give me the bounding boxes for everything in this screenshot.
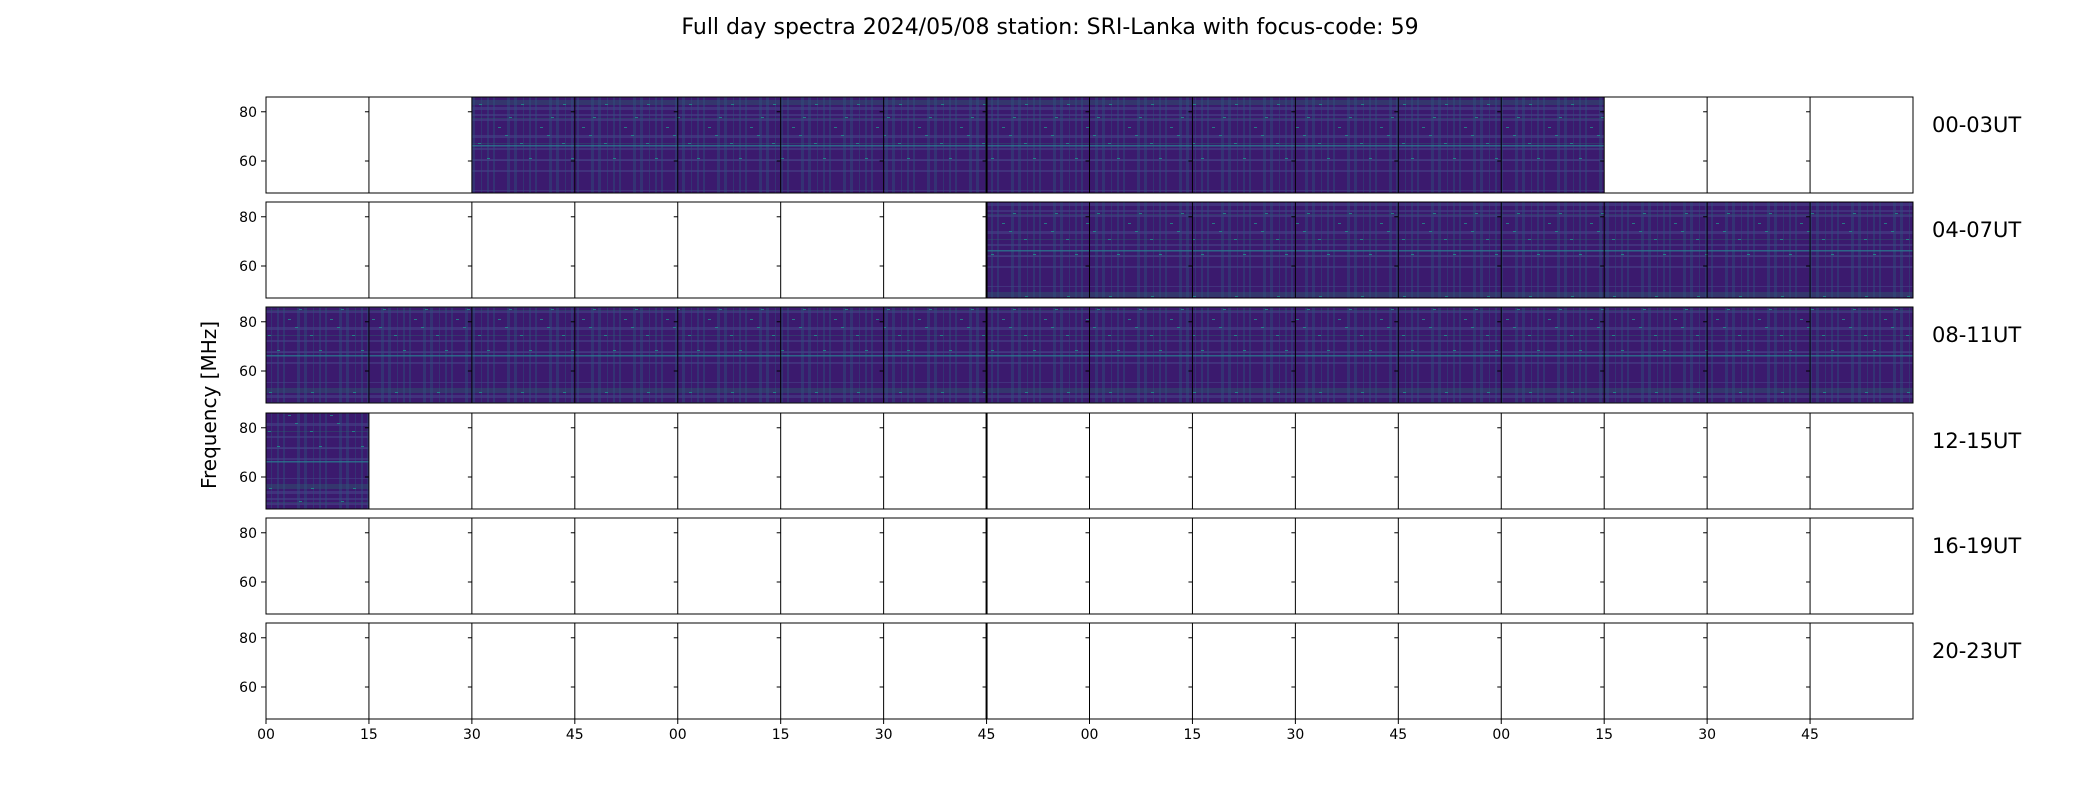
xtick-label: 45 <box>1389 727 1407 743</box>
spectral-band <box>1501 145 1605 147</box>
spectral-band <box>677 145 781 147</box>
xtick-label: 00 <box>1081 727 1099 743</box>
spectral-band <box>1707 250 1811 252</box>
spectral-band <box>986 145 1090 147</box>
spectral-band <box>1192 145 1296 147</box>
spectral-band <box>986 250 1090 252</box>
xtick-label: 00 <box>669 727 687 743</box>
spectral-band <box>1192 355 1296 357</box>
spectral-band <box>1398 145 1502 147</box>
row-label: 16-19UT <box>1932 534 2021 558</box>
xtick-label: 00 <box>257 727 275 743</box>
spectral-band <box>677 355 781 357</box>
spectral-band <box>1089 250 1193 252</box>
ytick-label: 60 <box>239 154 257 170</box>
xtick-label: 30 <box>1698 727 1716 743</box>
y-axis-label: Frequency [MHz] <box>197 321 221 489</box>
spectral-band <box>1089 145 1193 147</box>
xtick-label: 30 <box>875 727 893 743</box>
row-label: 20-23UT <box>1932 639 2021 663</box>
spectra-row: 60 80 00-03UT <box>239 96 2021 194</box>
spectral-band <box>1501 355 1605 357</box>
row-frame <box>265 412 1914 510</box>
spectral-band <box>883 355 987 357</box>
row-label: 12-15UT <box>1932 429 2021 453</box>
ytick-label: 60 <box>239 680 257 696</box>
ytick-label: 60 <box>239 259 257 275</box>
spectral-band <box>574 355 678 357</box>
spectral-band <box>780 355 884 357</box>
spectral-band <box>471 145 575 147</box>
row-label: 04-07UT <box>1932 218 2021 242</box>
spectra-rows: 60 80 00-03UT 60 80 04-07UT 60 80 08-11UT 60 80 12-… <box>239 96 2021 720</box>
xtick-label: 30 <box>463 727 481 743</box>
ytick-label: 80 <box>239 421 257 437</box>
x-axis-ticks: 00 15 30 45 00 15 30 45 00 15 30 45 00 15 30 45 <box>257 719 1819 743</box>
spectral-band <box>1707 355 1811 357</box>
spectral-band <box>883 145 987 147</box>
row-label: 00-03UT <box>1932 113 2021 137</box>
row-frame <box>265 201 1914 299</box>
ytick-label: 60 <box>239 470 257 486</box>
spectral-band <box>471 355 575 357</box>
xtick-label: 15 <box>1184 727 1202 743</box>
spectral-band <box>1810 250 1913 252</box>
spectral-band <box>1398 250 1502 252</box>
spectral-band <box>1810 355 1913 357</box>
row-frame <box>265 306 1914 404</box>
ytick-label: 80 <box>239 210 257 226</box>
ytick-label: 80 <box>239 631 257 647</box>
ytick-label: 60 <box>239 364 257 380</box>
spectral-band <box>1398 355 1502 357</box>
spectral-band <box>368 355 472 357</box>
xtick-label: 15 <box>1595 727 1613 743</box>
row-frame <box>265 96 1914 194</box>
row-frame <box>265 517 1914 615</box>
xtick-label: 15 <box>360 727 378 743</box>
xtick-label: 45 <box>1801 727 1819 743</box>
spectra-row: 60 80 12-15UT <box>239 412 2021 510</box>
xtick-label: 00 <box>1492 727 1510 743</box>
spectra-row: 60 80 20-23UT <box>239 622 2021 720</box>
row-label: 08-11UT <box>1932 323 2021 347</box>
spectral-band <box>1295 145 1399 147</box>
spectral-band <box>780 145 884 147</box>
spectra-row: 60 80 16-19UT <box>239 517 2021 615</box>
ytick-label: 80 <box>239 315 257 331</box>
spectral-band <box>1295 250 1399 252</box>
chart-title: Full day spectra 2024/05/08 station: SRI… <box>681 15 1418 40</box>
spectra-row: 60 80 08-11UT <box>239 306 2021 404</box>
ytick-label: 80 <box>239 105 257 121</box>
spectral-band <box>1192 250 1296 252</box>
spectra-row: 60 80 04-07UT <box>239 201 2021 299</box>
spectral-band <box>986 355 1090 357</box>
xtick-label: 45 <box>566 727 584 743</box>
spectral-band <box>1089 355 1193 357</box>
xtick-label: 15 <box>772 727 790 743</box>
xtick-label: 45 <box>978 727 996 743</box>
spectral-band <box>266 461 369 463</box>
xtick-label: 30 <box>1286 727 1304 743</box>
spectral-band <box>1501 250 1605 252</box>
ytick-label: 60 <box>239 575 257 591</box>
spectral-band <box>1295 355 1399 357</box>
ytick-label: 80 <box>239 526 257 542</box>
spectral-band <box>266 355 369 357</box>
spectral-band <box>1604 250 1708 252</box>
spectral-band <box>574 145 678 147</box>
spectral-band <box>1604 355 1708 357</box>
